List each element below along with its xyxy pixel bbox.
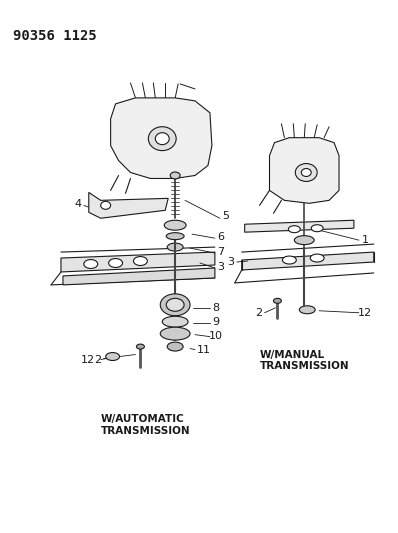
Text: 7: 7 (217, 247, 224, 257)
Ellipse shape (299, 306, 315, 314)
Polygon shape (242, 252, 374, 270)
Polygon shape (63, 268, 215, 285)
Ellipse shape (311, 225, 323, 232)
Text: 11: 11 (197, 344, 211, 354)
Text: 6: 6 (217, 232, 224, 242)
Polygon shape (269, 138, 339, 203)
Ellipse shape (295, 236, 314, 245)
Ellipse shape (283, 256, 297, 264)
Text: 2: 2 (255, 308, 262, 318)
Ellipse shape (289, 225, 300, 233)
Ellipse shape (160, 294, 190, 316)
Text: 9: 9 (212, 317, 219, 327)
Ellipse shape (170, 172, 180, 179)
Ellipse shape (137, 344, 144, 349)
Text: 8: 8 (212, 303, 219, 313)
Ellipse shape (160, 327, 190, 340)
Ellipse shape (164, 220, 186, 230)
Ellipse shape (101, 201, 111, 209)
Ellipse shape (166, 233, 184, 240)
Text: 4: 4 (74, 199, 82, 209)
Text: 12: 12 (358, 308, 372, 318)
Text: 5: 5 (222, 211, 229, 221)
Ellipse shape (155, 133, 169, 144)
Text: 3: 3 (227, 257, 234, 267)
Text: 10: 10 (209, 330, 223, 341)
Ellipse shape (109, 259, 123, 268)
Text: 12: 12 (81, 354, 95, 365)
Text: 3: 3 (217, 262, 224, 272)
Ellipse shape (295, 164, 317, 181)
Ellipse shape (167, 342, 183, 351)
Text: W/MANUAL
TRANSMISSION: W/MANUAL TRANSMISSION (259, 350, 349, 371)
Polygon shape (89, 192, 168, 218)
Ellipse shape (133, 256, 147, 265)
Polygon shape (245, 220, 354, 232)
Ellipse shape (273, 298, 281, 303)
Ellipse shape (166, 298, 184, 311)
Ellipse shape (162, 316, 188, 327)
Text: 1: 1 (361, 235, 368, 245)
Ellipse shape (167, 243, 183, 251)
Ellipse shape (310, 254, 324, 262)
Ellipse shape (84, 260, 98, 269)
Text: W/AUTOMATIC
TRANSMISSION: W/AUTOMATIC TRANSMISSION (101, 414, 190, 436)
Ellipse shape (105, 352, 119, 360)
Polygon shape (61, 252, 215, 272)
Polygon shape (111, 98, 212, 179)
Text: 2: 2 (94, 354, 101, 365)
Text: 90356 1125: 90356 1125 (13, 29, 97, 43)
Ellipse shape (148, 127, 176, 151)
Ellipse shape (301, 168, 311, 176)
